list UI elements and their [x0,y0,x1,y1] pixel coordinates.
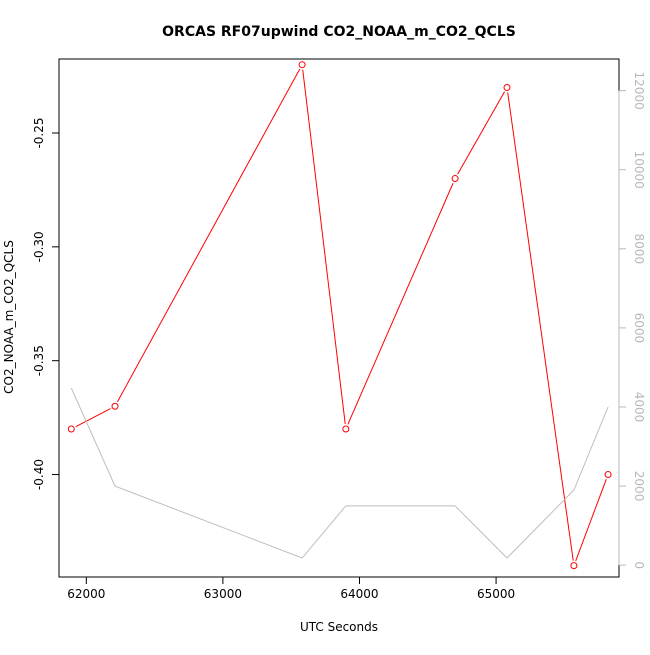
data-point [67,425,75,433]
y2-tick-label: 12000 [632,72,646,110]
x-tick-label: 64000 [340,587,378,601]
y-tick-label: -0.40 [32,459,46,490]
secondary-series-line [70,387,609,559]
data-point [604,471,612,479]
y-tick-label: -0.30 [32,231,46,262]
primary-series-line [75,408,111,428]
data-point [503,83,511,91]
primary-series-line [575,479,607,562]
data-point [298,61,306,69]
x-axis-label: UTC Seconds [300,620,378,634]
data-point [570,562,578,570]
data-point [342,425,350,433]
y2-tick-label: 6000 [632,313,646,344]
data-point [111,402,119,410]
data-point [451,175,459,183]
x-tick-label: 62000 [67,587,105,601]
plot-marks [67,61,612,570]
y2-tick-label: 8000 [632,234,646,265]
y-tick-label: -0.35 [32,345,46,376]
chart-title: ORCAS RF07upwind CO2_NOAA_m_CO2_QCLS [162,24,516,40]
primary-series-line [457,91,505,175]
x-tick-label: 65000 [477,587,515,601]
primary-series-line [347,182,454,425]
primary-series-line [302,69,346,425]
primary-series-line [507,92,574,561]
y2-tick-label: 0 [632,561,646,569]
primary-series-line [116,68,301,403]
plot-frame [58,58,620,578]
x-tick-label: 63000 [204,587,242,601]
y2-tick-label: 10000 [632,151,646,189]
y-tick-label: -0.25 [32,117,46,148]
y-axis-label: CO2_NOAA_m_CO2_QCLS [2,240,16,394]
y2-tick-label: 4000 [632,392,646,423]
y2-tick-label: 2000 [632,471,646,502]
